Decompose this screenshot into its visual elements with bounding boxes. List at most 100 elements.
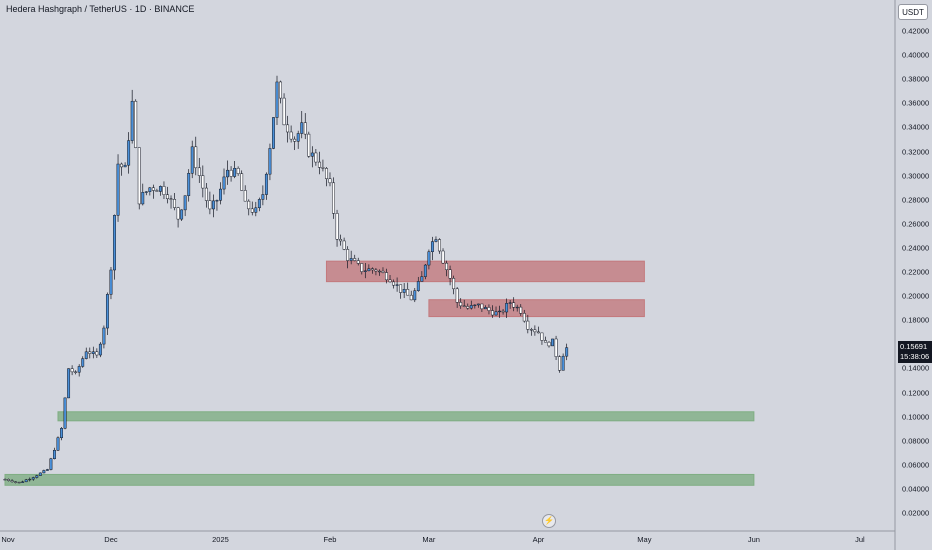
candle-down [409,294,413,301]
candle-down [547,341,551,347]
candle-down [120,163,124,168]
price-tick-label: 0.12000 [902,388,930,397]
candle-up [423,264,427,277]
candle-up [38,472,42,476]
price-tick-label: 0.06000 [902,460,930,470]
candle-down [88,351,92,354]
candle-up [56,437,60,451]
price-tick-label: 0.36000 [902,98,930,108]
time-tick-label: Jul [855,535,865,544]
candle-down [392,281,396,286]
candle-up [123,164,127,168]
candle-down [558,356,562,371]
demand-zone-4[interactable] [4,473,755,486]
price-tick-label: 0.30000 [902,171,930,181]
price-tick-label: 0.14000 [902,363,930,373]
candle-down [381,270,385,273]
candle-up [505,303,509,313]
candle-up [109,269,113,295]
zones-layer [4,260,755,486]
candle-down [325,168,328,179]
candle-up [102,327,106,345]
candle-down [533,329,537,333]
candle-up [226,169,229,178]
candle-down [176,207,180,220]
time-tick-label: Feb [323,535,337,544]
candle-down [321,167,325,169]
candle-down [95,351,99,356]
candle-down [448,269,452,279]
candle-down [519,306,523,314]
candle-down [303,122,307,135]
candle-up [561,355,565,371]
candle-up [45,469,49,471]
candle-up [310,152,314,157]
candle-down [459,302,463,307]
candle-up [84,351,88,359]
candle-up [60,428,63,439]
candle-up [113,215,116,271]
candle-up [53,449,56,459]
currency-unit-button[interactable]: USDT [898,4,928,20]
time-tick-label: Jun [747,535,760,544]
candle-down [342,240,346,250]
candle-up [21,481,25,483]
candle-up [105,294,109,329]
candle-up [264,173,268,195]
candle-down [438,239,441,252]
candle-down [247,200,251,210]
candle-down [282,97,286,126]
candle-down [208,200,212,210]
price-tick-label: 0.08000 [902,436,930,446]
candle-down [162,186,166,195]
price-tick-label: 0.20000 [902,291,930,301]
candle-down [314,152,318,163]
candle-down [399,284,403,293]
candle-up [427,251,431,266]
candle-down [240,173,244,191]
price-tick-label: 0.40000 [902,50,930,60]
candle-down [385,272,388,281]
candle-down [445,262,449,270]
candle-down [356,260,360,264]
candle-up [430,241,434,252]
candle-down [204,187,208,201]
candle-down [166,194,169,199]
candle-up [416,281,420,291]
candle-up [81,358,85,367]
candle-up [215,200,219,202]
candle-down [236,167,240,174]
candle-up [31,477,35,480]
candle-up [565,347,569,357]
candle-down [317,161,321,168]
lightning-icon[interactable]: ⚡ [542,514,556,528]
candle-up [296,133,300,142]
candle-down [526,320,530,330]
candle-up [272,117,275,149]
candle-down [353,258,357,261]
candle-down [462,305,466,307]
price-tick-label: 0.34000 [902,122,930,132]
candle-down [137,147,141,205]
candle-up [551,338,554,347]
candle-up [42,470,46,474]
candle-up [476,303,480,306]
candle-down [554,338,558,357]
candle-down [406,289,410,296]
candle-up [24,479,28,483]
candle-up [148,187,152,192]
candle-up [144,191,148,193]
price-tick-label: 0.10000 [902,412,930,422]
candle-up [190,146,194,174]
candle-up [49,458,53,470]
demand-zone-3[interactable] [57,411,755,422]
supply-zone-1[interactable] [325,260,645,283]
candle-down [10,480,14,483]
candle-up [483,307,487,310]
candle-up [63,397,67,429]
candle-down [201,175,205,189]
candle-up [183,195,187,211]
last-price-badge: 0.15691 15:38:06 [898,341,932,363]
time-tick-label: 2025 [212,535,229,544]
